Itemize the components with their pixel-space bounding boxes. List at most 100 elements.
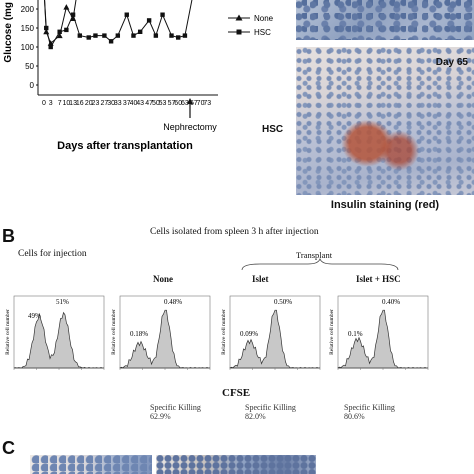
cells-for-injection-label: Cells for injection [18,249,87,259]
nephrectomy-annotation: Nephrectomy [163,98,217,132]
x-tick-label: 53 [159,100,167,107]
data-point-none [56,32,63,39]
x-tick-label: 30 [107,100,115,107]
hist-right-percent: 0.40% [382,298,400,306]
killing-3-label: Specific Killing [344,403,395,412]
x-tick-label: 50 [152,100,160,107]
legend-none-marker [235,14,243,21]
x-tick-label: 43 [136,100,144,107]
data-point-hsc [44,25,49,31]
transplant-brace [241,258,399,271]
killing-3-value: 80.6% [344,412,365,421]
hist-yaxis-label: Relative cell number [329,309,335,355]
data-point-hsc [57,29,62,34]
y-tick-label: 100 [21,43,35,52]
hist-right-percent: 0.48% [164,298,182,306]
hist-left-percent: 0.09% [240,330,258,338]
histogram-2: Relative cell number 0.18% 0.48% [111,295,211,370]
x-tick-label: 0 [42,100,46,107]
day65-tissue-image: Day 65 [296,47,474,195]
hist-yaxis-label: Relative cell number [221,309,227,355]
x-axis-label: Days after transplantation [57,140,193,152]
data-point-hsc [93,33,98,38]
killing-1-label: Specific Killing [150,403,201,412]
histogram-3: Relative cell number 0.09% 0.50% [221,295,321,370]
data-point-hsc [153,33,159,38]
histogram-row: Relative cell number 49% 51% Relative cell … [0,286,474,386]
x-tick-label: 3 [49,100,53,107]
x-tick-label: 63 [181,100,189,107]
hist-right-percent: 0.50% [274,298,292,306]
panel-b-letter: B [2,226,15,246]
legend: None HSC [228,14,274,37]
x-tick-label: 57 [168,100,176,107]
panel-c-letter: C [2,438,15,458]
x-tick-label: 67 [190,100,198,107]
data-point-hsc [176,35,181,40]
x-tick-label: 70 [197,100,205,107]
x-tick-label: 73 [203,100,211,107]
panel-b-title: Cells isolated from spleen 3 h after inj… [150,227,319,237]
x-tick-label: 33 [114,100,122,107]
y-tick-label: 200 [21,5,35,14]
data-point-none [63,4,70,10]
data-point-hsc [124,12,129,17]
hist-curve [119,309,210,369]
y-axis-label: Glucose (mg [3,2,14,63]
x-tick-label: 47 [145,100,153,107]
group-none-label: None [153,274,173,284]
data-point-hsc [182,33,188,38]
data-point-hsc [108,39,114,44]
group-islet-hsc-label: Islet + HSC [356,274,401,284]
data-point-hsc [137,29,143,34]
hist-curve [229,309,320,369]
x-tick-label: 20 [85,100,93,107]
killing-3: Specific Killing 80.6% [344,403,395,421]
data-point-hsc [146,18,152,23]
hist-left-percent: 49% [28,312,41,320]
histogram-1: Relative cell number 49% 51% [5,295,105,370]
killing-1: Specific Killing 62.9% [150,403,201,421]
killing-2: Specific Killing 82.0% [245,403,296,421]
x-tick-label: 27 [100,100,108,107]
x-tick-label: 40 [130,100,138,107]
data-point-hsc [102,33,107,38]
legend-none-label: None [254,14,274,23]
y-tick-label: 150 [21,24,35,33]
killing-2-label: Specific Killing [245,403,296,412]
killing-1-value: 62.9% [150,412,171,421]
x-tick-label: 16 [76,100,84,107]
data-point-hsc [64,27,69,33]
insulin-caption: Insulin staining (red) [330,199,440,211]
killing-2-value: 82.0% [245,412,266,421]
legend-hsc-label: HSC [254,28,271,37]
data-point-hsc [131,33,136,38]
x-tick-label: 37 [123,100,131,107]
y-tick-label: 0 [30,81,35,90]
hsc-row-label: HSC [262,124,284,135]
x-tick-label: 13 [69,100,77,107]
hist-curve [337,309,428,369]
x-tick-label: 7 [58,100,62,107]
y-tick-label: 50 [25,62,34,71]
hist-yaxis-label: Relative cell number [5,309,11,355]
x-tick-label: 10 [62,100,70,107]
data-point-hsc [160,12,165,17]
legend-hsc-marker [236,29,242,35]
panel-a-chart: 200 150 100 50 0 0 3 7 10 13 16 20 23 27 30 33 37 40 43 47… [0,0,290,160]
hist-right-percent: 51% [56,298,69,306]
hist-curve [13,311,104,369]
panel-c-image-2 [156,455,316,474]
panel-c-image-1 [30,455,152,474]
hist-left-percent: 0.1% [348,330,363,338]
data-point-hsc [77,33,82,38]
data-point-hsc [70,12,76,17]
hist-left-percent: 0.18% [130,330,148,338]
x-tick-label: 60 [174,100,182,107]
top-tissue-image [296,0,474,40]
hist-yaxis-label: Relative cell number [111,309,117,355]
data-point-hsc [169,33,174,38]
transplant-label: Transplant [296,250,333,260]
x-tick-label: 23 [92,100,100,107]
